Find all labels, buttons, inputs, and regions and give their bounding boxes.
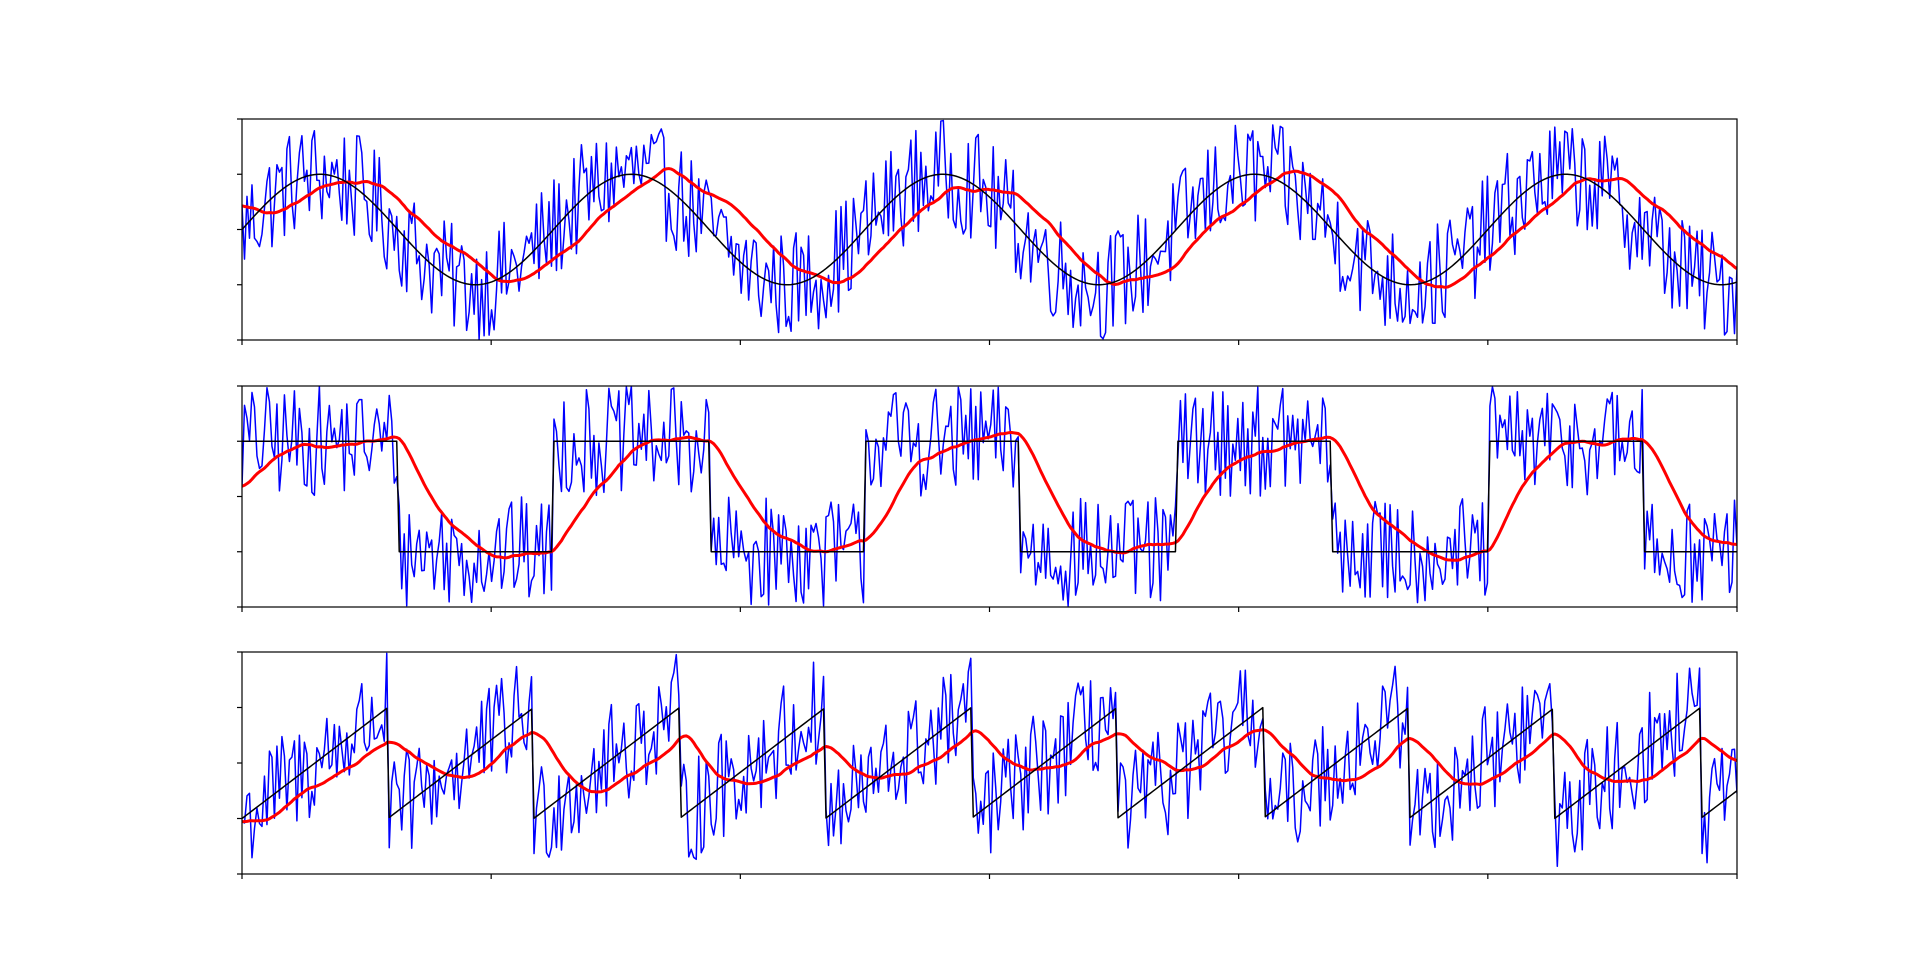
series-smoothed-line (242, 167, 1737, 289)
panel-sine (237, 118, 1738, 345)
series-clean-signal-line (242, 440, 1737, 553)
series-noisy-signal-line (242, 652, 1737, 868)
series-noisy-signal-line (242, 119, 1737, 340)
plot-area (242, 386, 1737, 607)
series-clean-signal-line (242, 706, 1737, 820)
series-smoothed-line (242, 728, 1737, 824)
panel-sawtooth (237, 651, 1738, 879)
axes-frame (241, 651, 1738, 875)
series-clean-signal-line (242, 173, 1737, 286)
plot-area (242, 652, 1737, 868)
series-noisy-signal-line (242, 386, 1737, 607)
plot-area (242, 119, 1737, 340)
panel-square (237, 385, 1738, 612)
